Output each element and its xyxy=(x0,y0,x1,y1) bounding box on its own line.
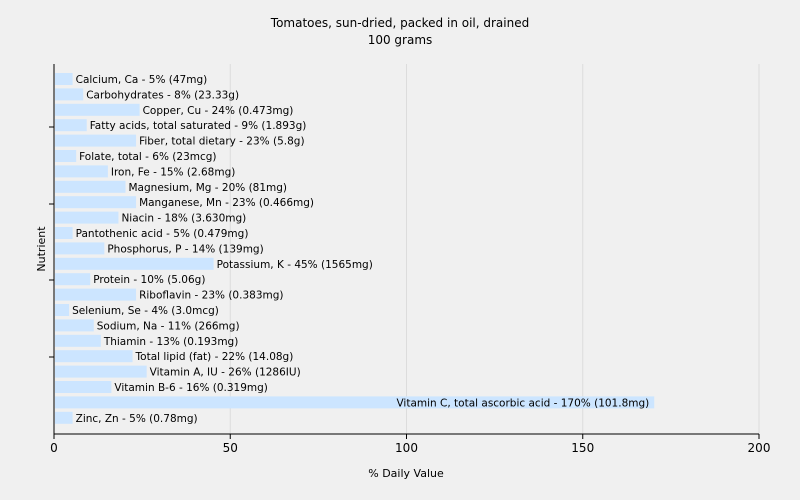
bar xyxy=(55,396,655,409)
x-tick-label: 100 xyxy=(395,441,418,455)
bar xyxy=(55,227,73,239)
bar xyxy=(55,288,137,301)
bar-label: Phosphorus, P - 14% (139mg) xyxy=(107,243,263,255)
bar xyxy=(55,180,126,193)
bar xyxy=(55,273,91,286)
bar xyxy=(55,350,133,363)
bar xyxy=(55,165,108,178)
bar-label: Sodium, Na - 11% (266mg) xyxy=(97,320,240,332)
bar-label: Carbohydrates - 8% (23.33g) xyxy=(86,89,239,101)
bar-label: Iron, Fe - 15% (2.68mg) xyxy=(111,166,235,178)
bar xyxy=(55,381,112,393)
bar xyxy=(55,334,101,347)
bar xyxy=(55,304,70,316)
axes xyxy=(49,64,760,439)
chart-title: Tomatoes, sun-dried, packed in oil, drai… xyxy=(270,16,529,30)
bar xyxy=(55,319,94,332)
x-tick-label: 150 xyxy=(571,441,594,455)
bar xyxy=(55,257,214,270)
bar-label: Riboflavin - 23% (0.383mg) xyxy=(139,290,283,302)
bar xyxy=(55,119,87,132)
bar-labels: Calcium, Ca - 5% (47mg) Carbohydrates - 8… xyxy=(72,74,649,425)
bar-label: Thiamin - 13% (0.193mg) xyxy=(103,336,239,348)
bar xyxy=(55,211,119,224)
x-tick-label: 50 xyxy=(223,441,238,455)
bar-label: Fatty acids, total saturated - 9% (1.893… xyxy=(90,120,307,132)
bar-label: Pantothenic acid - 5% (0.479mg) xyxy=(76,228,249,240)
bar xyxy=(55,134,137,147)
bar xyxy=(55,411,73,424)
bar-label: Niacin - 18% (3.630mg) xyxy=(121,213,246,225)
bar xyxy=(55,73,73,85)
bar-label: Copper, Cu - 24% (0.473mg) xyxy=(143,105,294,117)
bar xyxy=(55,150,77,162)
x-axis-title: % Daily Value xyxy=(368,467,444,480)
bar-label: Vitamin A, IU - 26% (1286IU) xyxy=(150,367,301,379)
bar-label: Selenium, Se - 4% (3.0mcg) xyxy=(72,305,219,317)
bar xyxy=(55,103,140,116)
bar-label: Calcium, Ca - 5% (47mg) xyxy=(76,74,208,86)
bar-label: Protein - 10% (5.06g) xyxy=(93,274,205,286)
bar-label: Vitamin B-6 - 16% (0.319mg) xyxy=(114,382,268,394)
x-tick-labels: 0 50 100 150 200 xyxy=(50,441,770,455)
bar xyxy=(55,88,84,101)
bar xyxy=(55,242,105,255)
x-tick-label: 0 xyxy=(50,441,58,455)
grid-lines xyxy=(229,64,760,434)
bar-label: Potassium, K - 45% (1565mg) xyxy=(217,259,373,271)
bar-label: Vitamin C, total ascorbic acid - 170% (1… xyxy=(396,397,649,409)
bars xyxy=(55,73,655,424)
bar-label: Zinc, Zn - 5% (0.78mg) xyxy=(76,413,198,425)
bar-label: Fiber, total dietary - 23% (5.8g) xyxy=(139,136,304,148)
bar-label: Total lipid (fat) - 22% (14.08g) xyxy=(135,351,294,363)
x-tick-label: 200 xyxy=(748,441,771,455)
chart-subtitle: 100 grams xyxy=(368,33,433,47)
bar xyxy=(55,365,147,378)
bar-label: Folate, total - 6% (23mcg) xyxy=(79,151,216,163)
bar-label: Magnesium, Mg - 20% (81mg) xyxy=(129,182,288,194)
bar xyxy=(55,196,137,209)
y-axis-title: Nutrient xyxy=(35,226,48,272)
bar-label: Manganese, Mn - 23% (0.466mg) xyxy=(139,197,314,209)
